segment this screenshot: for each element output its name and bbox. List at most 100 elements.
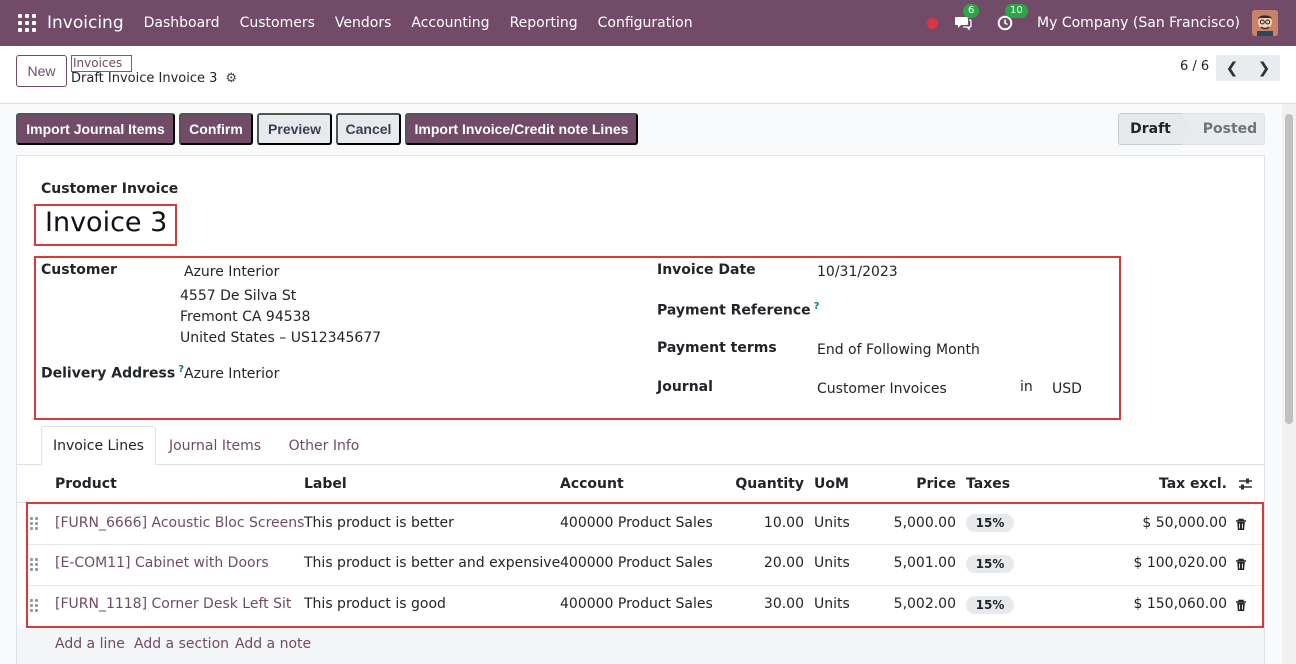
menu-reporting[interactable]: Reporting (509, 15, 578, 31)
row-1-tax-badge[interactable]: 15% (966, 514, 1014, 532)
row-1-account[interactable]: 400000 Product Sales (560, 515, 713, 531)
add-line-link[interactable]: Add a line (55, 636, 125, 652)
column-product[interactable]: Product (55, 476, 117, 492)
row-3-price[interactable]: 5,002.00 (893, 596, 956, 612)
import-journal-items-button[interactable]: Import Journal Items (16, 113, 175, 145)
page-scrollbar[interactable] (1282, 104, 1296, 664)
currency-field[interactable]: USD (1052, 381, 1082, 397)
tab-invoice-lines[interactable]: Invoice Lines (41, 426, 156, 465)
breadcrumb-current: Draft Invoice Invoice 3 ⚙ (71, 71, 237, 86)
app-name[interactable]: Invoicing (47, 13, 124, 33)
invoice-name-highlight (34, 204, 177, 246)
customer-address-line1: 4557 De Silva St (180, 288, 297, 304)
column-label[interactable]: Label (304, 476, 347, 492)
record-dot-icon[interactable] (927, 17, 939, 29)
column-tax-excl[interactable]: Tax excl. (1158, 476, 1227, 492)
delivery-address-field[interactable]: Azure Interior (184, 366, 280, 382)
drag-handle-icon[interactable] (30, 599, 38, 612)
add-section-link[interactable]: Add a section (134, 636, 230, 652)
pager-value[interactable]: 6 / 6 (1180, 59, 1210, 74)
main-menu: Dashboard Customers Vendors Accounting R… (134, 15, 703, 31)
status-draft[interactable]: Draft (1118, 113, 1192, 145)
tabs-divider (17, 464, 1264, 465)
form-sheet (16, 155, 1265, 664)
pager-previous-button[interactable]: ❮ (1216, 55, 1248, 81)
journal-field[interactable]: Customer Invoices (817, 381, 947, 397)
company-switcher[interactable]: My Company (San Francisco) (1037, 15, 1240, 31)
menu-customers[interactable]: Customers (239, 15, 315, 31)
drag-handle-icon[interactable] (30, 558, 38, 571)
invoice-name[interactable]: Invoice 3 (45, 207, 168, 238)
row-1-uom[interactable]: Units (814, 515, 850, 531)
trash-icon[interactable] (1235, 599, 1249, 613)
row-1-subtotal: $ 50,000.00 (1142, 515, 1227, 531)
row-divider (28, 585, 1262, 586)
import-invoice-lines-button[interactable]: Import Invoice/Credit note Lines (405, 113, 638, 145)
chevron-right-icon: ❯ (1257, 59, 1271, 77)
menu-vendors[interactable]: Vendors (334, 15, 392, 31)
row-3-uom[interactable]: Units (814, 596, 850, 612)
apps-grid-icon[interactable] (18, 14, 36, 32)
activities-clock-icon[interactable]: 10 (995, 4, 1028, 33)
top-navbar: Invoicing Dashboard Customers Vendors Ac… (0, 0, 1296, 46)
payment-terms-field[interactable]: End of Following Month (817, 342, 980, 358)
status-posted[interactable]: Posted (1182, 113, 1265, 145)
menu-configuration[interactable]: Configuration (597, 15, 693, 31)
row-2-product[interactable]: [E-COM11] Cabinet with Doors (55, 555, 269, 571)
messages-icon[interactable]: 6 (953, 4, 980, 33)
row-2-quantity[interactable]: 20.00 (763, 555, 804, 571)
column-quantity[interactable]: Quantity (735, 476, 804, 492)
row-3-quantity[interactable]: 30.00 (763, 596, 804, 612)
cancel-button[interactable]: Cancel (336, 113, 401, 145)
new-button[interactable]: New (16, 55, 67, 87)
column-price[interactable]: Price (916, 476, 956, 492)
drag-handle-icon[interactable] (30, 517, 38, 530)
row-2-price[interactable]: 5,001.00 (893, 555, 956, 571)
tab-other-info[interactable]: Other Info (288, 437, 360, 454)
menu-dashboard[interactable]: Dashboard (143, 15, 220, 31)
trash-icon[interactable] (1235, 518, 1249, 532)
row-2-label[interactable]: This product is better and expensive (304, 555, 561, 571)
column-uom[interactable]: UoM (814, 476, 849, 492)
pager-next-button[interactable]: ❯ (1248, 55, 1280, 81)
row-3-tax-badge[interactable]: 15% (966, 596, 1014, 614)
row-2-subtotal: $ 100,020.00 (1133, 555, 1227, 571)
customer-field[interactable]: Azure Interior (184, 264, 280, 280)
row-3-product[interactable]: [FURN_1118] Corner Desk Left Sit (55, 596, 292, 612)
invoice-date-field[interactable]: 10/31/2023 (817, 264, 898, 280)
payment-reference-label: Payment Reference? (657, 301, 820, 319)
row-3-label[interactable]: This product is good (304, 596, 446, 612)
help-icon: ? (178, 364, 184, 375)
journal-label: Journal (657, 379, 713, 395)
tab-journal-items[interactable]: Journal Items (168, 437, 262, 454)
invoice-fields-highlight (34, 256, 1121, 420)
column-taxes[interactable]: Taxes (966, 476, 1011, 492)
customer-label: Customer (41, 262, 117, 278)
confirm-button[interactable]: Confirm (179, 113, 253, 145)
row-2-tax-badge[interactable]: 15% (966, 555, 1014, 573)
trash-icon[interactable] (1235, 558, 1249, 572)
row-1-quantity[interactable]: 10.00 (763, 515, 804, 531)
column-account[interactable]: Account (560, 476, 624, 492)
payment-reference-field[interactable] (817, 301, 1107, 319)
row-1-product[interactable]: [FURN_6666] Acoustic Bloc Screens (55, 515, 305, 531)
menu-accounting[interactable]: Accounting (411, 15, 490, 31)
optional-columns-icon[interactable] (1238, 477, 1253, 495)
breadcrumb-invoices[interactable]: Invoices (71, 55, 133, 72)
preview-button[interactable]: Preview (257, 113, 332, 145)
control-panel: New Invoices Draft Invoice Invoice 3 ⚙ 6… (0, 46, 1296, 104)
row-1-price[interactable]: 5,000.00 (893, 515, 956, 531)
row-3-account[interactable]: 400000 Product Sales (560, 596, 713, 612)
activities-badge: 10 (1005, 4, 1028, 18)
row-2-uom[interactable]: Units (814, 555, 850, 571)
scrollbar-thumb[interactable] (1285, 114, 1293, 424)
add-note-link[interactable]: Add a note (235, 636, 312, 652)
add-line-row (17, 629, 1264, 664)
chevron-left-icon: ❮ (1225, 59, 1239, 77)
customer-address-line3: United States – US12345677 (180, 330, 382, 346)
invoice-lines-highlight (26, 502, 1264, 628)
row-2-account[interactable]: 400000 Product Sales (560, 555, 713, 571)
row-1-label[interactable]: This product is better (304, 515, 454, 531)
gear-icon[interactable]: ⚙ (225, 71, 238, 86)
user-avatar[interactable] (1252, 10, 1278, 36)
